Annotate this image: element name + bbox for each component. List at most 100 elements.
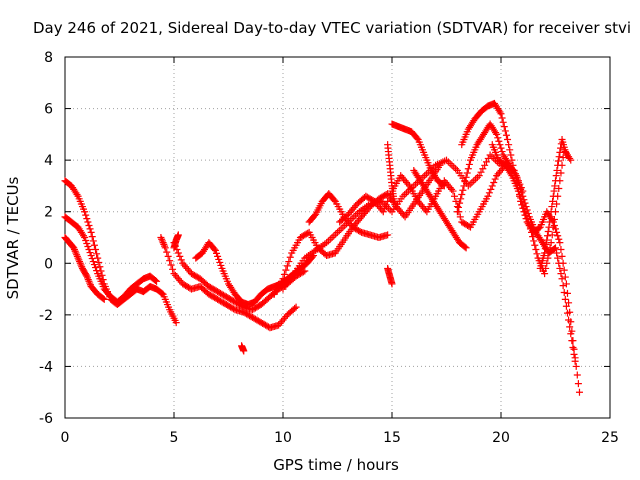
data-point bbox=[547, 208, 555, 216]
data-point bbox=[513, 175, 521, 183]
data-point bbox=[557, 169, 565, 177]
data-point bbox=[384, 197, 392, 205]
data-point bbox=[87, 252, 95, 260]
series-track-s bbox=[238, 342, 248, 355]
data-point bbox=[543, 236, 551, 244]
data-point bbox=[72, 249, 80, 257]
data-point bbox=[159, 239, 167, 247]
data-point bbox=[84, 218, 92, 226]
plot-frame bbox=[64, 56, 611, 419]
data-point bbox=[507, 170, 515, 178]
y-tick-label: 0 bbox=[44, 256, 53, 272]
data-point bbox=[570, 350, 578, 358]
data-point bbox=[463, 169, 471, 177]
data-point bbox=[99, 295, 107, 303]
data-point bbox=[459, 186, 467, 194]
data-point bbox=[563, 309, 571, 317]
data-point bbox=[95, 258, 103, 266]
data-point bbox=[77, 261, 85, 269]
data-point bbox=[562, 151, 570, 159]
data-point bbox=[562, 280, 570, 288]
data-point bbox=[81, 234, 89, 241]
data-point bbox=[210, 245, 218, 253]
data-point bbox=[213, 249, 221, 257]
data-point bbox=[390, 197, 398, 205]
data-point bbox=[561, 295, 569, 303]
data-point bbox=[475, 172, 483, 180]
data-point bbox=[526, 225, 534, 233]
data-point bbox=[176, 252, 184, 260]
data-point bbox=[177, 256, 185, 264]
data-point bbox=[517, 194, 525, 202]
data-point bbox=[164, 252, 172, 260]
data-point bbox=[541, 249, 549, 257]
data-point bbox=[160, 240, 168, 248]
data-point bbox=[214, 252, 222, 260]
data-point bbox=[504, 136, 512, 144]
data-point bbox=[280, 270, 288, 278]
data-point bbox=[82, 211, 90, 219]
data-point bbox=[563, 289, 571, 297]
data-point bbox=[519, 201, 527, 209]
data-point bbox=[541, 270, 549, 278]
data-point bbox=[448, 185, 456, 193]
y-tick-label: -2 bbox=[39, 308, 53, 324]
data-point bbox=[520, 204, 528, 212]
data-point bbox=[555, 259, 563, 267]
data-point bbox=[90, 241, 98, 249]
data-point bbox=[473, 173, 481, 181]
data-point bbox=[514, 187, 522, 195]
data-point bbox=[493, 130, 501, 138]
data-point bbox=[240, 347, 248, 355]
data-point bbox=[93, 250, 101, 258]
data-point bbox=[174, 231, 182, 239]
data-point bbox=[84, 276, 92, 284]
data-point bbox=[216, 258, 224, 266]
data-point bbox=[549, 192, 557, 200]
data-point bbox=[552, 177, 559, 185]
data-point bbox=[546, 218, 554, 226]
data-point bbox=[436, 161, 444, 169]
data-point bbox=[482, 158, 490, 166]
data-point bbox=[163, 248, 171, 256]
series-track-f bbox=[192, 239, 318, 309]
data-point bbox=[423, 170, 431, 178]
data-point bbox=[71, 247, 79, 255]
data-point bbox=[525, 221, 533, 229]
data-point bbox=[545, 223, 553, 231]
series-track-r bbox=[384, 264, 396, 288]
data-point bbox=[468, 178, 476, 186]
data-point bbox=[499, 118, 507, 126]
data-point bbox=[80, 232, 88, 240]
data-point bbox=[335, 227, 343, 235]
data-point bbox=[572, 362, 580, 370]
data-point bbox=[567, 156, 575, 164]
data-point bbox=[488, 153, 496, 161]
y-tick-label: 8 bbox=[44, 50, 53, 66]
data-point bbox=[86, 249, 94, 257]
data-point bbox=[326, 235, 334, 243]
data-point bbox=[506, 146, 514, 154]
data-point bbox=[454, 203, 462, 211]
data-point bbox=[528, 228, 536, 236]
data-point bbox=[452, 197, 460, 205]
data-point bbox=[554, 232, 562, 240]
data-point bbox=[328, 234, 336, 241]
data-point bbox=[84, 274, 92, 282]
data-point bbox=[93, 267, 101, 275]
data-point bbox=[505, 141, 513, 149]
data-point bbox=[460, 182, 468, 190]
series-track-k bbox=[388, 120, 448, 190]
data-point bbox=[157, 234, 165, 241]
data-point bbox=[562, 302, 570, 310]
data-point bbox=[292, 303, 300, 311]
data-point bbox=[496, 108, 504, 116]
series-track-p bbox=[536, 136, 570, 272]
data-point bbox=[337, 225, 345, 233]
data-point bbox=[291, 304, 299, 312]
series-track-e bbox=[170, 239, 309, 314]
data-point bbox=[560, 289, 568, 297]
data-point bbox=[550, 245, 558, 253]
x-axis-title: GPS time / hours bbox=[273, 456, 399, 474]
